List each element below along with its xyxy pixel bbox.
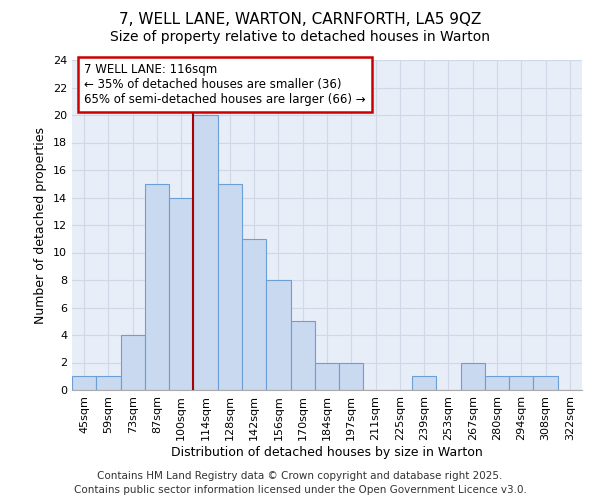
Bar	[72, 376, 96, 390]
Bar	[121, 335, 145, 390]
Bar	[193, 115, 218, 390]
Bar	[218, 184, 242, 390]
Bar	[339, 362, 364, 390]
Text: 7 WELL LANE: 116sqm
← 35% of detached houses are smaller (36)
65% of semi-detach: 7 WELL LANE: 116sqm ← 35% of detached ho…	[84, 62, 366, 106]
Text: Size of property relative to detached houses in Warton: Size of property relative to detached ho…	[110, 30, 490, 44]
X-axis label: Distribution of detached houses by size in Warton: Distribution of detached houses by size …	[171, 446, 483, 458]
Bar	[169, 198, 193, 390]
Bar	[509, 376, 533, 390]
Text: Contains HM Land Registry data © Crown copyright and database right 2025.
Contai: Contains HM Land Registry data © Crown c…	[74, 471, 526, 495]
Text: 7, WELL LANE, WARTON, CARNFORTH, LA5 9QZ: 7, WELL LANE, WARTON, CARNFORTH, LA5 9QZ	[119, 12, 481, 28]
Bar	[266, 280, 290, 390]
Bar	[290, 322, 315, 390]
Bar	[315, 362, 339, 390]
Bar	[412, 376, 436, 390]
Y-axis label: Number of detached properties: Number of detached properties	[34, 126, 47, 324]
Bar	[242, 239, 266, 390]
Bar	[533, 376, 558, 390]
Bar	[145, 184, 169, 390]
Bar	[485, 376, 509, 390]
Bar	[96, 376, 121, 390]
Bar	[461, 362, 485, 390]
